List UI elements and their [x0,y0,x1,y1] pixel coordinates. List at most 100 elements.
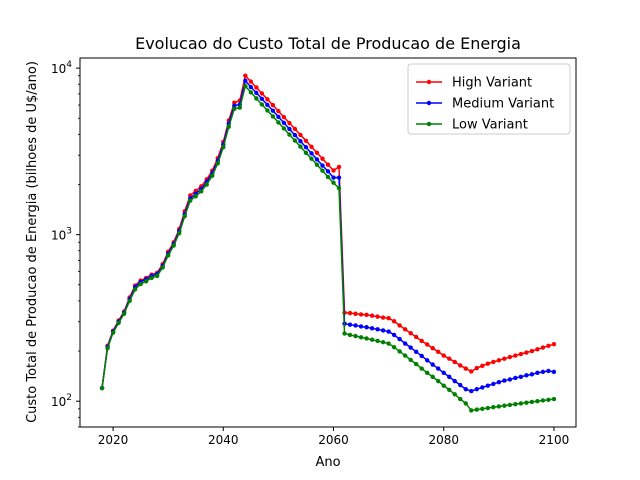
data-point-medium-variant [391,332,397,338]
data-point-high-variant [491,359,496,365]
data-point-medium-variant [408,345,413,350]
data-point-medium-variant [469,388,474,394]
data-point-low-variant [430,374,435,380]
data-point-high-variant [259,91,265,96]
data-point-low-variant [199,189,204,194]
legend-marker [426,100,432,106]
data-point-low-variant [535,399,540,404]
data-point-low-variant [143,279,149,284]
data-point-high-variant [502,356,507,361]
data-point-high-variant [386,316,391,321]
data-point-medium-variant [276,114,281,120]
data-point-high-variant [402,327,408,332]
data-point-low-variant [160,265,165,270]
data-point-low-variant [237,105,243,110]
data-point-medium-variant [281,120,287,126]
data-point-high-variant [254,85,259,90]
data-point-high-variant [524,350,529,355]
data-point-medium-variant [243,78,248,83]
x-axis-label: Ano [315,455,340,470]
data-point-high-variant [347,310,353,316]
data-point-low-variant [524,400,529,405]
data-point-high-variant [408,331,413,336]
data-point-high-variant [287,120,292,126]
y-tick-label: 104 [51,60,72,76]
data-point-high-variant [369,313,375,318]
data-point-medium-variant [491,381,496,387]
data-point-high-variant [265,97,270,102]
data-point-high-variant [529,348,535,354]
data-point-low-variant [149,275,154,281]
series-layer [99,73,557,413]
data-point-high-variant [507,354,513,360]
data-point-medium-variant [380,328,386,333]
data-point-medium-variant [463,387,468,392]
data-point-low-variant [110,330,116,335]
data-point-medium-variant [447,374,452,380]
data-point-medium-variant [336,175,342,180]
chart-title: Evolucao do Custo Total de Producao de E… [135,34,521,53]
data-point-medium-variant [402,341,408,346]
data-point-high-variant [375,314,380,319]
legend-label: Low Variant [452,118,528,133]
data-point-low-variant [226,124,231,129]
data-point-low-variant [320,168,325,173]
data-point-medium-variant [458,382,463,388]
data-point-high-variant [419,338,424,344]
data-point-medium-variant [298,139,303,144]
data-point-high-variant [546,343,551,349]
data-point-low-variant [496,404,502,409]
data-point-medium-variant [254,90,259,96]
legend: High Variant Medium Variant Low Variant [407,63,571,135]
data-point-low-variant [314,162,320,167]
x-tick-label: 2060 [318,433,349,447]
data-point-low-variant [513,401,518,407]
data-point-high-variant [452,359,457,365]
data-point-medium-variant [259,96,265,102]
data-point-medium-variant [292,132,298,138]
data-point-low-variant [463,401,468,406]
data-point-low-variant [298,144,303,149]
data-point-high-variant [380,315,386,320]
data-point-low-variant [353,333,358,339]
data-point-high-variant [391,319,397,324]
data-point-high-variant [430,346,435,351]
data-point-low-variant [254,96,259,101]
data-point-high-variant [303,138,309,144]
data-point-medium-variant [325,169,331,174]
data-point-high-variant [270,102,276,108]
data-point-low-variant [188,198,193,203]
legend-marker [426,79,432,85]
data-point-medium-variant [287,126,292,132]
data-point-low-variant [413,361,419,367]
data-point-high-variant [364,312,369,318]
data-point-low-variant [210,173,215,178]
data-point-high-variant [518,351,524,357]
data-point-low-variant [336,186,342,191]
data-point-low-variant [419,366,424,371]
data-point-medium-variant [496,380,502,385]
data-point-low-variant [529,399,535,405]
data-point-low-variant [309,156,314,161]
data-point-high-variant [441,353,446,358]
x-tick-label: 2040 [208,433,239,447]
series-low-variant [99,83,557,413]
data-point-high-variant [397,323,402,328]
data-point-medium-variant [419,353,424,359]
y-tick-label: 103 [51,227,72,243]
data-point-medium-variant [546,368,551,374]
data-point-low-variant [182,214,187,219]
data-point-low-variant [502,403,507,408]
data-point-low-variant [546,397,551,402]
data-point-low-variant [425,370,430,376]
data-point-low-variant [491,405,496,410]
x-tick-label: 2080 [428,433,459,447]
data-point-high-variant [551,341,557,347]
data-point-low-variant [375,338,380,344]
data-point-high-variant [469,369,474,374]
data-point-high-variant [353,311,358,316]
data-point-low-variant [127,298,132,304]
data-point-low-variant [347,332,353,338]
data-point-medium-variant [309,151,314,156]
data-point-low-variant [386,341,391,346]
